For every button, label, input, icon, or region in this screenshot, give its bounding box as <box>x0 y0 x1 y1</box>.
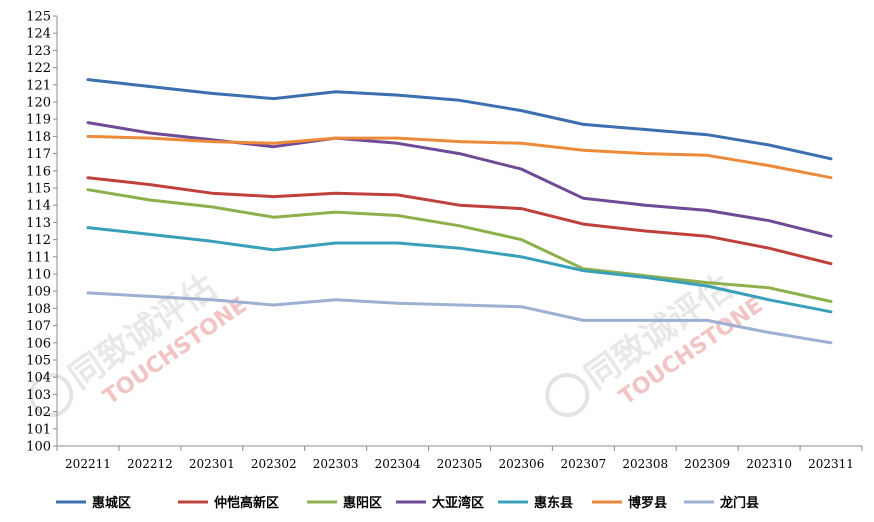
watermark-group: 同致诚评估 TOUCHSTONE 同致诚评估 TOUCHSTONE <box>29 267 768 418</box>
x-tick-label: 202305 <box>437 457 483 471</box>
legend-label: 惠东县 <box>534 495 573 511</box>
y-tick-label: 123 <box>26 44 51 59</box>
legend-item: 惠东县 <box>498 495 573 511</box>
axes <box>53 15 863 451</box>
y-tick-label: 125 <box>26 10 51 25</box>
y-tick-label: 103 <box>26 388 51 403</box>
legend: 惠城区 仲恺高新区 惠阳区 大亚湾区 惠东县 博罗县 龙门县 <box>56 495 759 511</box>
y-tick-label: 105 <box>26 354 51 369</box>
x-tick-label: 202304 <box>375 457 421 471</box>
watermark-logo-icon <box>545 373 590 418</box>
y-tick-label: 101 <box>26 422 51 437</box>
y-tick-label: 102 <box>26 405 51 420</box>
legend-label: 惠城区 <box>92 495 131 511</box>
legend-label: 博罗县 <box>628 495 667 511</box>
x-tick-label: 202310 <box>746 457 792 471</box>
y-tick-label: 116 <box>26 164 51 179</box>
y-tick-label: 104 <box>26 371 51 386</box>
y-tick-labels: 100 101 102 103 104 105 106 107 108 109 110 111 112 1… <box>26 10 51 455</box>
series-line-3 <box>86 188 833 303</box>
x-tick-label: 202308 <box>622 457 668 471</box>
x-tick-label: 202309 <box>684 457 730 471</box>
x-tick-label: 202303 <box>313 457 359 471</box>
x-tick-label: 202212 <box>127 457 173 471</box>
y-tick-label: 110 <box>26 268 51 283</box>
y-tick-label: 106 <box>26 336 51 351</box>
legend-item: 仲恺高新区 <box>178 495 279 511</box>
legend-label: 大亚湾区 <box>432 495 484 511</box>
series-line-6 <box>86 134 833 180</box>
x-tick-label: 202306 <box>499 457 545 471</box>
legend-label: 仲恺高新区 <box>214 495 279 511</box>
x-tick-label: 202307 <box>560 457 606 471</box>
y-tick-label: 100 <box>26 440 51 455</box>
series-line-5 <box>86 226 833 314</box>
watermark-left: 同致诚评估 TOUCHSTONE <box>29 267 252 418</box>
x-tick-label: 202302 <box>251 457 297 471</box>
legend-item: 惠城区 <box>56 495 131 511</box>
y-tick-label: 122 <box>26 61 51 76</box>
series-lines <box>86 78 833 345</box>
y-tick-label: 120 <box>26 96 51 111</box>
series-line-1 <box>86 78 833 161</box>
x-tick-label: 202311 <box>808 457 854 471</box>
y-tick-label: 111 <box>26 250 51 265</box>
legend-item: 大亚湾区 <box>396 495 484 511</box>
y-tick-label: 121 <box>26 78 51 93</box>
y-tick-label: 117 <box>26 147 51 162</box>
legend-item: 龙门县 <box>684 495 759 511</box>
series-line-2 <box>86 176 833 266</box>
legend-item: 惠阳区 <box>307 495 382 511</box>
x-tick-label: 202211 <box>65 457 111 471</box>
y-tick-label: 108 <box>26 302 51 317</box>
y-tick-label: 107 <box>26 319 51 334</box>
y-tick-label: 124 <box>26 27 51 42</box>
y-tick-label: 118 <box>26 130 51 145</box>
y-tick-label: 113 <box>26 216 51 231</box>
y-tick-label: 119 <box>26 113 51 128</box>
watermark-logo-icon <box>29 373 74 418</box>
x-tick-labels: 202211 202212 202301 202302 202303 202304 2023… <box>65 457 854 471</box>
series-line-7 <box>86 291 833 345</box>
legend-item: 博罗县 <box>592 495 667 511</box>
y-tick-label: 112 <box>26 233 51 248</box>
y-tick-label: 115 <box>26 182 51 197</box>
series-line-4 <box>86 121 833 238</box>
legend-label: 惠阳区 <box>343 495 382 511</box>
y-tick-label: 109 <box>26 285 51 300</box>
x-tick-label: 202301 <box>189 457 235 471</box>
legend-label: 龙门县 <box>720 495 759 511</box>
y-tick-label: 114 <box>26 199 51 214</box>
